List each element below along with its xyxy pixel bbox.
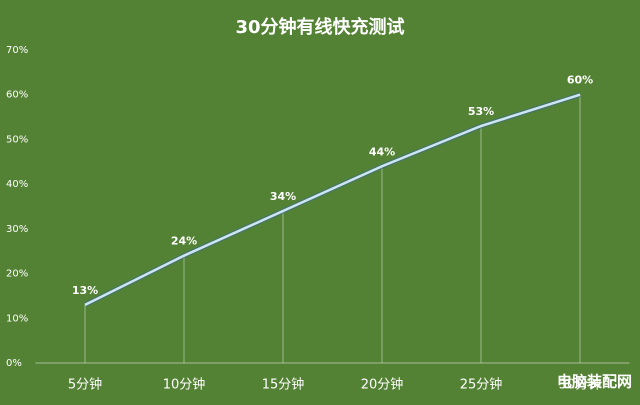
- y-tick-label: 0%: [6, 358, 22, 369]
- y-tick-label: 70%: [6, 45, 28, 56]
- x-tick-label: 10分钟: [163, 377, 206, 393]
- y-tick-label: 60%: [6, 90, 28, 101]
- x-tick-label: 25分钟: [460, 377, 503, 393]
- y-tick-label: 40%: [6, 179, 28, 190]
- data-label: 53%: [468, 105, 494, 118]
- x-tick-label: 5分钟: [68, 377, 102, 393]
- x-tick-label: 15分钟: [262, 377, 305, 393]
- chart-title: 30分钟有线快充测试: [235, 16, 404, 38]
- y-tick-label: 10%: [6, 313, 28, 324]
- data-label: 13%: [72, 284, 98, 297]
- y-tick-label: 20%: [6, 269, 28, 280]
- x-tick-label: 20分钟: [361, 377, 404, 393]
- watermark: 电脑装配网: [557, 373, 632, 391]
- data-label: 34%: [270, 190, 296, 203]
- x-tick-label: 30分钟: [559, 377, 602, 393]
- y-tick-label: 30%: [6, 224, 28, 235]
- data-label: 24%: [171, 235, 197, 248]
- line: [84, 93, 581, 306]
- data-label: 60%: [567, 74, 593, 87]
- y-tick-label: 50%: [6, 134, 28, 145]
- data-label: 44%: [369, 145, 395, 158]
